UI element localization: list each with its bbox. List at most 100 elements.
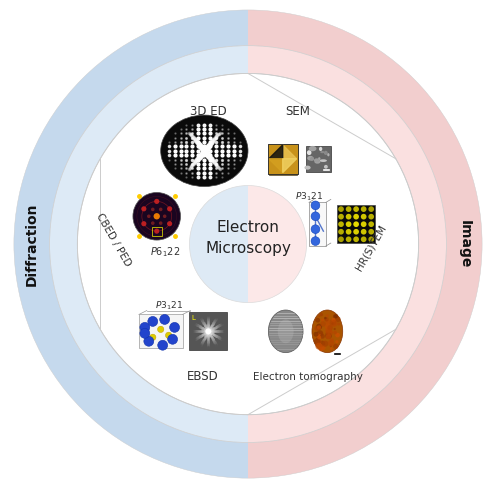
- Circle shape: [324, 317, 327, 320]
- Circle shape: [322, 340, 328, 347]
- Circle shape: [150, 334, 156, 340]
- Wedge shape: [248, 186, 306, 302]
- Circle shape: [328, 340, 334, 346]
- Circle shape: [311, 212, 320, 220]
- Circle shape: [361, 222, 367, 227]
- Wedge shape: [190, 186, 248, 302]
- Wedge shape: [189, 186, 248, 302]
- Text: $P6_122$: $P6_122$: [150, 245, 180, 259]
- Wedge shape: [248, 186, 306, 302]
- Wedge shape: [248, 186, 306, 302]
- Wedge shape: [248, 187, 305, 302]
- Wedge shape: [248, 186, 306, 302]
- Ellipse shape: [324, 150, 328, 155]
- Circle shape: [332, 320, 335, 322]
- Circle shape: [144, 336, 154, 346]
- Circle shape: [320, 321, 326, 326]
- Wedge shape: [248, 186, 306, 302]
- Polygon shape: [269, 145, 283, 158]
- Circle shape: [314, 338, 321, 345]
- Bar: [189, 312, 227, 350]
- Circle shape: [318, 315, 320, 317]
- Circle shape: [315, 318, 320, 322]
- Wedge shape: [248, 186, 306, 302]
- Circle shape: [318, 340, 320, 343]
- Wedge shape: [248, 186, 306, 302]
- Wedge shape: [189, 186, 248, 302]
- Text: $P3_121$: $P3_121$: [296, 190, 323, 202]
- Wedge shape: [190, 186, 248, 302]
- Circle shape: [170, 322, 180, 332]
- Wedge shape: [189, 186, 248, 302]
- Wedge shape: [190, 186, 248, 302]
- Circle shape: [361, 236, 367, 242]
- Wedge shape: [248, 186, 307, 302]
- Circle shape: [163, 214, 167, 218]
- Wedge shape: [190, 186, 248, 302]
- Text: SEM: SEM: [285, 104, 310, 118]
- Circle shape: [140, 322, 150, 332]
- Circle shape: [159, 222, 163, 225]
- Wedge shape: [190, 186, 248, 302]
- Wedge shape: [189, 186, 248, 302]
- Circle shape: [326, 329, 333, 336]
- Circle shape: [321, 318, 324, 322]
- Wedge shape: [248, 186, 307, 302]
- Circle shape: [167, 206, 172, 212]
- Wedge shape: [248, 186, 306, 302]
- Circle shape: [324, 317, 329, 322]
- Circle shape: [140, 328, 150, 338]
- Circle shape: [330, 348, 333, 350]
- Wedge shape: [248, 187, 305, 301]
- Circle shape: [167, 221, 172, 226]
- Polygon shape: [283, 145, 297, 158]
- Circle shape: [151, 222, 155, 225]
- Wedge shape: [190, 186, 248, 302]
- Circle shape: [133, 192, 181, 240]
- Wedge shape: [190, 186, 248, 302]
- Circle shape: [147, 214, 151, 218]
- Wedge shape: [191, 187, 248, 302]
- Circle shape: [333, 314, 337, 318]
- Wedge shape: [248, 186, 306, 302]
- Circle shape: [313, 332, 318, 336]
- Wedge shape: [191, 187, 248, 301]
- Ellipse shape: [268, 310, 303, 352]
- Wedge shape: [248, 187, 305, 301]
- Text: EBSD: EBSD: [186, 370, 218, 384]
- Wedge shape: [248, 186, 306, 302]
- Circle shape: [326, 334, 331, 339]
- Circle shape: [319, 340, 325, 346]
- Circle shape: [330, 338, 334, 342]
- Circle shape: [329, 319, 336, 326]
- Wedge shape: [190, 186, 248, 302]
- Ellipse shape: [319, 147, 322, 151]
- Circle shape: [315, 333, 319, 337]
- Circle shape: [317, 326, 321, 330]
- Wedge shape: [248, 186, 306, 302]
- Ellipse shape: [320, 151, 324, 153]
- Circle shape: [319, 334, 321, 336]
- Ellipse shape: [314, 160, 320, 164]
- Ellipse shape: [278, 320, 294, 343]
- Wedge shape: [50, 46, 248, 442]
- Ellipse shape: [324, 165, 328, 168]
- Circle shape: [331, 322, 334, 325]
- Circle shape: [326, 314, 329, 317]
- Circle shape: [148, 316, 158, 326]
- Circle shape: [369, 206, 374, 212]
- Wedge shape: [248, 186, 307, 302]
- Circle shape: [316, 340, 321, 344]
- Text: Diffraction: Diffraction: [25, 202, 39, 286]
- Circle shape: [353, 222, 359, 227]
- Wedge shape: [248, 186, 306, 302]
- Circle shape: [319, 344, 323, 347]
- Circle shape: [325, 323, 331, 330]
- Circle shape: [316, 330, 323, 337]
- Circle shape: [330, 330, 332, 333]
- Circle shape: [338, 214, 344, 220]
- Bar: [268, 144, 298, 174]
- Wedge shape: [190, 186, 248, 302]
- Wedge shape: [248, 186, 306, 302]
- Circle shape: [334, 314, 338, 318]
